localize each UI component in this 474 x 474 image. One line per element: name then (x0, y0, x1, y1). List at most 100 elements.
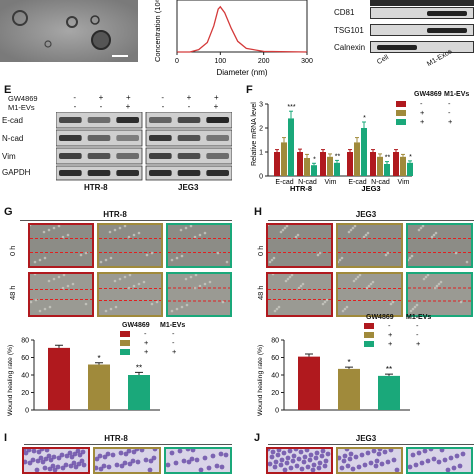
scratch-image-48h (336, 272, 403, 317)
cell-dot (193, 235, 197, 239)
wb-marker-cd81: CD81 (334, 8, 355, 17)
stained-cell (127, 461, 133, 467)
cell-dot (384, 253, 388, 257)
e-marker-ncad: N-cad (2, 134, 24, 143)
stained-cell (272, 464, 278, 470)
scratch-lines (408, 225, 471, 264)
blot-band (116, 117, 139, 123)
cell-dot (343, 307, 347, 311)
panel-label-j: J (254, 432, 261, 444)
h-legend-gw: GW4869 (366, 314, 394, 321)
blot-band (59, 135, 82, 141)
stained-cell (24, 449, 27, 452)
cell-dot (47, 228, 51, 232)
stained-cell (218, 451, 224, 457)
stained-cell (95, 465, 99, 471)
stained-cell (210, 453, 216, 459)
stained-cell (95, 456, 100, 462)
blot-band (149, 153, 172, 159)
stained-cell (223, 452, 229, 458)
cell-dot (408, 258, 410, 262)
stained-cell (347, 456, 353, 462)
cell-dot (352, 279, 356, 283)
cell-dot (283, 226, 287, 230)
panel-label-f: F (246, 84, 253, 96)
cell-dot (353, 225, 357, 228)
stained-cell (71, 460, 77, 466)
stained-cell (52, 467, 58, 472)
i-title-rule (24, 444, 232, 445)
legend-row: -- (364, 321, 444, 330)
scratch-image-48h (166, 272, 232, 317)
f-ytick-label: 3 (259, 102, 263, 109)
vesicle (90, 15, 100, 25)
stained-cell (425, 458, 431, 464)
cell-dot (301, 282, 305, 286)
stained-cell (294, 463, 300, 469)
cell-dot (57, 225, 61, 228)
scratch-lines (30, 274, 92, 313)
stained-cell (311, 462, 317, 468)
cell-dot (33, 260, 37, 264)
blot-band (59, 153, 82, 159)
legend-row: + - (396, 108, 474, 117)
cell-dot (118, 226, 122, 230)
scratch-lines (168, 274, 230, 313)
g-title: HTR-8 (103, 210, 127, 219)
legend-swatch (364, 341, 374, 347)
f-bar (393, 152, 399, 176)
stained-cell (24, 450, 29, 456)
stained-cell (428, 449, 434, 452)
cell-dot (123, 275, 127, 279)
legend-sign-gw: + (420, 108, 425, 117)
f-xtick-label: N-cad (298, 179, 317, 186)
stained-cell (30, 457, 36, 463)
legend-row: + - (120, 338, 200, 347)
cell-dot (221, 300, 225, 304)
blot-band (177, 153, 201, 159)
e-htr8-m1-signs: - - + (62, 102, 142, 111)
stained-cell (281, 450, 287, 456)
h-legend-m1: M1-EVs (406, 314, 432, 321)
f-bar (304, 158, 310, 176)
wound-ytick-label: 20 (271, 390, 279, 397)
cell-dot (271, 274, 275, 276)
nta-xlabel: Diameter (nm) (216, 68, 267, 77)
wound-bar (298, 356, 320, 410)
f-cell-htr8: HTR-8 (290, 184, 312, 193)
f-bar (327, 156, 333, 176)
cell-dot (432, 233, 436, 237)
wound-sig: ** (386, 365, 392, 374)
g-ylabel: Wound healing rate (%) (7, 345, 14, 416)
cell-dot (203, 231, 207, 235)
cell-dot (132, 284, 136, 288)
stained-cell (194, 457, 200, 463)
tem-vesicles (0, 0, 138, 62)
panel-label-i: I (4, 432, 8, 444)
transwell-image (93, 447, 161, 474)
nta-line (177, 5, 308, 53)
cell-dot (419, 226, 423, 230)
stained-cell (177, 449, 183, 454)
legend-sign-gw: - (420, 99, 423, 108)
stained-cell (416, 450, 422, 456)
f-bar (407, 162, 413, 176)
cell-dot (321, 302, 325, 306)
scratch-image-48h (406, 272, 473, 317)
stained-cell (31, 449, 37, 454)
cell-dot (189, 225, 193, 228)
wound-bar (48, 347, 70, 410)
stained-cell (110, 452, 116, 458)
transwell-image (406, 447, 473, 474)
cell-dot (281, 228, 285, 232)
stained-cell (97, 453, 103, 459)
f-sig: * (409, 154, 412, 161)
legend-sign-gw: + (144, 338, 149, 347)
wound-sig: * (97, 354, 100, 363)
cell-dot (318, 251, 322, 255)
cell-dot (198, 284, 202, 288)
cell-dot (338, 260, 340, 264)
cell-dot (345, 305, 349, 309)
cell-dot (391, 300, 395, 304)
scratch-lines (408, 274, 471, 313)
